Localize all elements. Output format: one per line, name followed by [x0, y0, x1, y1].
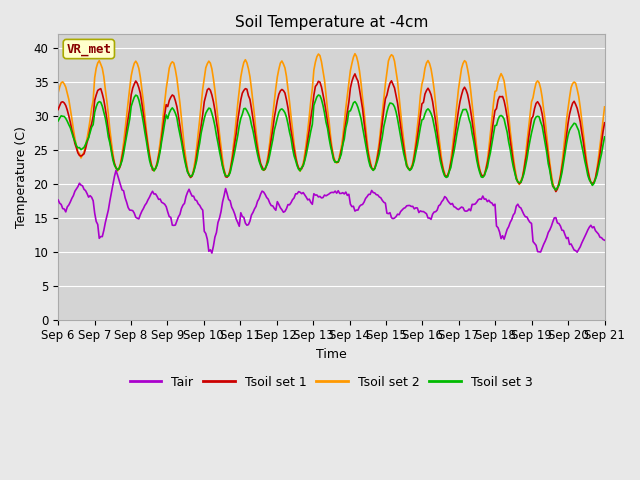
Tsoil set 3 — [122, 141, 129, 147]
Tair — [208, 250, 216, 256]
X-axis label: Time: Time — [316, 348, 347, 361]
Tsoil set 1 — [54, 107, 62, 112]
Tsoil set 2 — [244, 66, 252, 72]
Tsoil set 2 — [217, 144, 225, 149]
Tsoil set 2 — [573, 86, 581, 92]
Tair — [601, 237, 609, 243]
Line: Tsoil set 3: Tsoil set 3 — [58, 95, 605, 190]
Tsoil set 1 — [244, 93, 252, 98]
Tsoil set 2 — [552, 188, 560, 194]
Tsoil set 3 — [573, 124, 581, 130]
Tsoil set 2 — [351, 51, 359, 57]
Text: VR_met: VR_met — [67, 43, 111, 56]
Tsoil set 1 — [236, 108, 243, 113]
Line: Tsoil set 1: Tsoil set 1 — [58, 74, 605, 192]
Tsoil set 2 — [601, 104, 609, 110]
Tsoil set 3 — [217, 156, 225, 162]
Legend: Tair, Tsoil set 1, Tsoil set 2, Tsoil set 3: Tair, Tsoil set 1, Tsoil set 2, Tsoil se… — [125, 371, 538, 394]
Tsoil set 3 — [552, 187, 560, 193]
Tsoil set 1 — [601, 120, 609, 126]
Tsoil set 3 — [54, 118, 62, 124]
Title: Soil Temperature at -4cm: Soil Temperature at -4cm — [235, 15, 428, 30]
Tair — [220, 193, 228, 199]
Line: Tsoil set 2: Tsoil set 2 — [58, 54, 605, 191]
Line: Tair: Tair — [58, 170, 605, 253]
Tsoil set 1 — [573, 106, 581, 111]
Tsoil set 1 — [552, 189, 560, 194]
Tair — [296, 190, 304, 195]
Tair — [54, 197, 62, 203]
Tsoil set 1 — [122, 138, 129, 144]
Tsoil set 1 — [217, 152, 225, 158]
Tsoil set 1 — [351, 71, 359, 77]
Tsoil set 3 — [293, 163, 301, 168]
Tair — [112, 168, 120, 173]
Tsoil set 3 — [601, 134, 609, 140]
Tsoil set 2 — [122, 126, 129, 132]
Tsoil set 2 — [54, 90, 62, 96]
Tsoil set 3 — [244, 111, 252, 117]
Tsoil set 2 — [236, 87, 243, 93]
Tsoil set 2 — [293, 160, 301, 166]
Tair — [239, 214, 246, 219]
Tair — [248, 212, 255, 218]
Y-axis label: Temperature (C): Temperature (C) — [15, 126, 28, 228]
Tsoil set 3 — [315, 92, 323, 98]
Tsoil set 1 — [293, 161, 301, 167]
Tair — [573, 249, 581, 255]
Tair — [123, 199, 131, 205]
Tsoil set 3 — [236, 122, 243, 128]
